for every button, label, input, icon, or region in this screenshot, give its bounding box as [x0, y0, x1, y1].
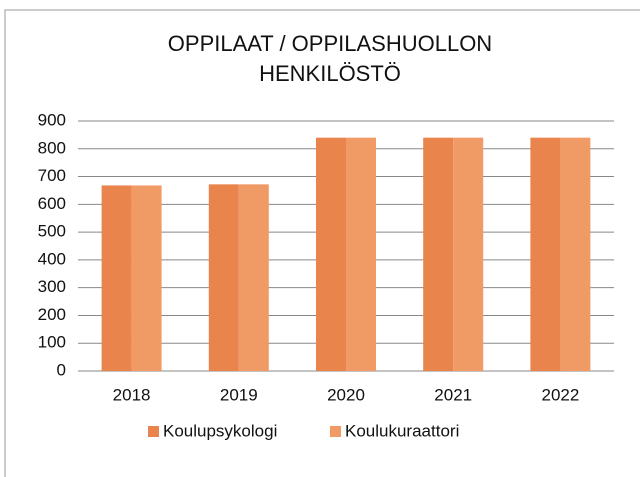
- bar: [453, 137, 484, 371]
- legend-swatch: [148, 426, 159, 437]
- bar: [346, 137, 376, 371]
- x-tick-label: 2020: [327, 385, 365, 404]
- y-tick-label: 0: [57, 360, 66, 379]
- y-tick-label: 900: [38, 110, 66, 129]
- x-tick-label: 2022: [541, 385, 579, 404]
- bar: [316, 137, 346, 371]
- y-tick-label: 500: [38, 222, 66, 241]
- chart-frame: [4, 9, 640, 477]
- bar: [101, 185, 132, 371]
- bar: [530, 137, 561, 371]
- bar: [560, 137, 591, 371]
- legend-label: Koulupsykologi: [163, 421, 277, 440]
- y-tick-label: 600: [38, 194, 66, 213]
- y-tick-label: 700: [38, 166, 66, 185]
- x-tick-label: 2018: [113, 385, 151, 404]
- bar: [208, 184, 239, 371]
- y-tick-label: 400: [38, 249, 66, 268]
- x-tick-label: 2021: [434, 385, 472, 404]
- legend-swatch: [330, 426, 341, 437]
- y-tick-label: 100: [38, 333, 66, 352]
- legend-label: Koulukuraattori: [345, 421, 459, 440]
- y-tick-label: 300: [38, 277, 66, 296]
- bar: [131, 185, 162, 371]
- y-tick-label: 200: [38, 305, 66, 324]
- y-tick-label: 800: [38, 138, 66, 157]
- x-tick-label: 2019: [220, 385, 258, 404]
- bar: [238, 184, 269, 371]
- chart-title: HENKILÖSTÖ: [259, 61, 401, 86]
- bar: [423, 137, 454, 371]
- chart-title: OPPILAAT / OPPILASHUOLLON: [168, 31, 492, 56]
